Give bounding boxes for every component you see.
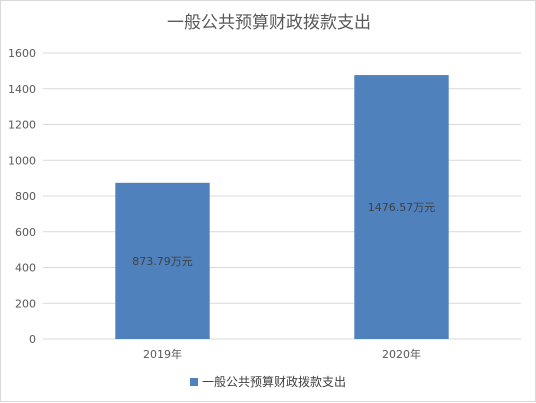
y-tick-label: 1400 <box>8 83 36 96</box>
x-axis-tick-labels: 2019年 2020年 <box>143 347 421 361</box>
x-tick-label: 2019年 <box>143 347 182 361</box>
y-tick-label: 400 <box>15 262 36 275</box>
legend: 一般公共预算财政拨款支出 <box>190 374 346 389</box>
data-label: 1476.57万元 <box>368 201 436 214</box>
bar <box>354 75 449 339</box>
y-tick-label: 600 <box>15 226 36 239</box>
y-tick-label: 1000 <box>8 154 36 167</box>
bar <box>115 182 210 339</box>
data-label: 873.79万元 <box>132 255 193 268</box>
y-tick-label: 1200 <box>8 119 36 132</box>
x-tick-label: 2020年 <box>382 347 421 361</box>
y-tick-label: 0 <box>29 333 36 346</box>
bars: 873.79万元 1476.57万元 <box>115 75 449 339</box>
chart-title: 一般公共预算财政拨款支出 <box>167 13 371 33</box>
y-tick-label: 800 <box>15 190 36 203</box>
gridlines <box>43 52 521 340</box>
legend-swatch <box>190 378 198 386</box>
y-tick-label: 200 <box>15 297 36 310</box>
y-tick-label: 1600 <box>8 47 36 60</box>
legend-label: 一般公共预算财政拨款支出 <box>202 374 346 389</box>
y-axis-tick-labels: 0 200 400 600 800 1000 1200 1400 1600 <box>8 47 36 346</box>
